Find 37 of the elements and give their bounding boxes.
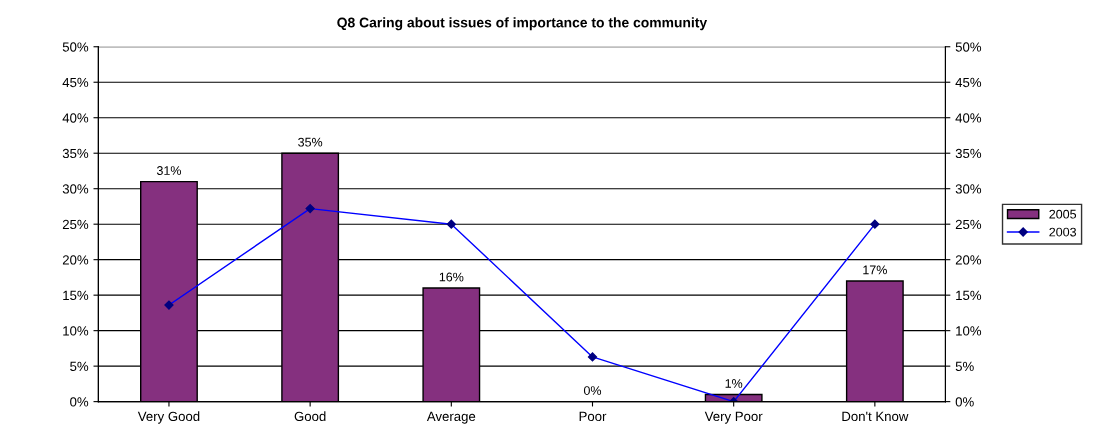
y-tick-label: 45%: [62, 77, 89, 88]
y2-tick-label: 15%: [956, 290, 982, 301]
y-tick-label: 20%: [62, 255, 89, 265]
y2-tick-label: 30%: [955, 184, 982, 194]
legend-label: 2003: [1049, 227, 1077, 237]
y-tick-label: 40%: [62, 113, 89, 123]
data-label: 17%: [863, 265, 887, 275]
y2-tick-label: 35%: [955, 148, 982, 159]
x-tick-label: Good: [294, 411, 326, 422]
y-tick-label: 0%: [70, 397, 89, 407]
y2-tick-label: 0%: [955, 397, 974, 407]
legend-label: 2005: [1049, 209, 1077, 219]
x-tick-label: Very Good: [137, 411, 200, 424]
y2-tick-label: 25%: [955, 219, 982, 230]
y-tick-label: 30%: [62, 184, 89, 194]
y2-tick-label: 5%: [955, 361, 974, 372]
x-tick-label: Poor: [579, 411, 607, 422]
y2-tick-label: 10%: [956, 326, 982, 336]
data-label: 31%: [156, 166, 182, 175]
x-tick-label: Very Poor: [704, 411, 763, 424]
y-tick-label: 50%: [62, 42, 89, 52]
x-tick-label: Average: [426, 411, 476, 424]
y2-tick-label: 45%: [955, 77, 982, 88]
y2-tick-label: 40%: [955, 113, 982, 123]
y-tick-label: 5%: [70, 361, 89, 372]
data-label: 0%: [583, 386, 602, 395]
x-tick-label: Don't Know: [842, 411, 909, 422]
y-tick-label: 15%: [63, 290, 89, 301]
y-tick-label: 10%: [63, 326, 89, 336]
y2-tick-label: 20%: [955, 255, 982, 265]
y-tick-label: 35%: [62, 148, 89, 159]
y2-tick-label: 50%: [955, 42, 982, 52]
data-label: 35%: [298, 137, 323, 147]
data-label: 1%: [725, 379, 743, 388]
y-tick-label: 25%: [62, 219, 89, 230]
chart-title: Q8 Caring about issues of importance to the community: [337, 17, 708, 31]
data-label: 16%: [439, 272, 464, 282]
